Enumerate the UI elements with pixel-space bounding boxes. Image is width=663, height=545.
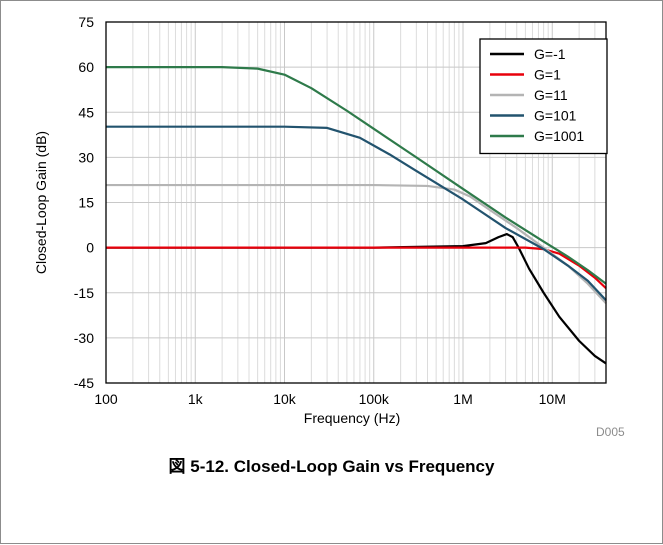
y-tick-label: 30 [78,149,94,165]
x-tick-label: 1M [453,391,472,407]
legend-label: G=1001 [534,128,584,144]
y-tick-label: -15 [74,285,94,301]
series-line-g1 [106,246,607,290]
legend-label: G=-1 [534,46,566,62]
series-line-g101 [106,125,607,302]
legend: G=-1 G=1 G=11 G=101 G=1001 [479,38,608,155]
x-tick-label: 10M [539,391,566,407]
y-tick-label: -45 [74,375,94,391]
figure-caption: 図 5-12. Closed-Loop Gain vs Frequency [168,457,495,476]
series-lines [106,66,607,365]
y-axis-label: Closed-Loop Gain (dB) [33,131,49,274]
y-tick-label: -30 [74,330,94,346]
x-tick-label: 100 [94,391,118,407]
figure-id: D005 [596,425,625,439]
legend-label: G=1 [534,67,561,83]
top-border [0,0,663,1]
legend-box [479,38,608,155]
legend-label: G=11 [534,87,568,103]
y-tick-label: 45 [78,104,94,120]
legend-label: G=101 [534,108,577,124]
y-tick-label: 75 [78,14,94,30]
plot-area-border [105,21,607,384]
x-tick-label: 10k [273,391,297,407]
x-tick-label: 100k [359,391,390,407]
x-tick-label: 1k [188,391,204,407]
series-line-g1001 [106,66,607,285]
y-tick-label: 0 [86,240,94,256]
y-tick-label: 60 [78,59,94,75]
series-line-g1 [106,232,607,365]
y-tick-label: 15 [78,195,94,211]
x-axis-label: Frequency (Hz) [304,410,400,426]
